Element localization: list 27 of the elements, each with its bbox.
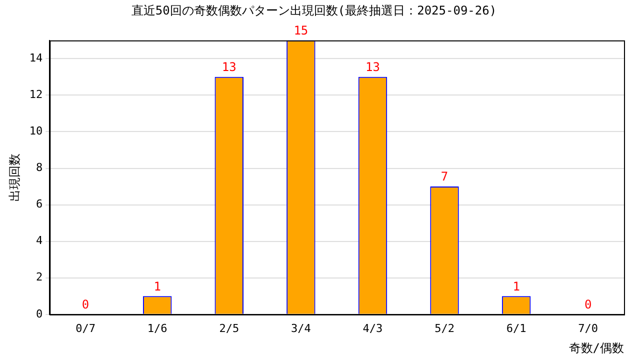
data-label: 13 — [365, 60, 380, 74]
data-label: 0 — [82, 298, 90, 312]
y-axis-title: 出現回数 — [7, 153, 22, 202]
x-tick-label: 0/7 — [76, 322, 96, 335]
data-label: 0 — [584, 298, 592, 312]
data-label: 1 — [154, 279, 161, 294]
y-tick-label: 8 — [36, 161, 43, 174]
y-tick-label: 4 — [36, 234, 44, 248]
y-tick-label: 6 — [36, 198, 43, 211]
data-label: 15 — [294, 24, 308, 38]
y-tick-label: 12 — [29, 88, 43, 102]
x-tick-label: 7/0 — [578, 322, 598, 335]
y-tick-label: 14 — [29, 52, 44, 65]
x-tick-label: 4/3 — [362, 322, 383, 335]
x-axis-title: 奇数/偶数 — [568, 340, 624, 355]
y-tick-label: 2 — [36, 270, 43, 284]
chart-title: 直近50回の奇数偶数パターン出現回数(最終抽選日：2025-09-26) — [131, 3, 497, 18]
x-tick-label: 1/6 — [147, 322, 168, 335]
x-tick-label: 2/5 — [219, 322, 240, 335]
data-label: 7 — [440, 170, 448, 184]
y-tick-label: 0 — [36, 307, 43, 320]
data-label: 1 — [512, 279, 520, 294]
data-label: 13 — [222, 60, 236, 74]
x-tick-label: 6/1 — [506, 322, 526, 335]
x-tick-label: 3/4 — [290, 322, 312, 335]
y-tick-label: 10 — [29, 124, 43, 138]
x-tick-label: 5/2 — [434, 322, 454, 335]
